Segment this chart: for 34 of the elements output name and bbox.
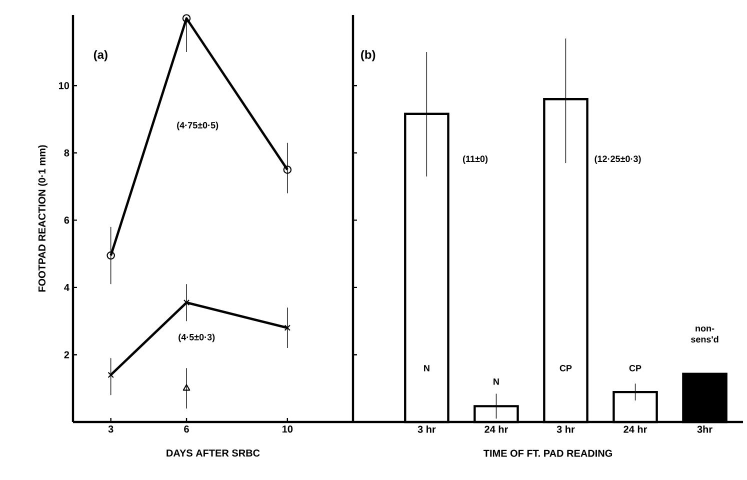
x-tick-label: 3hr — [697, 426, 712, 433]
y-tick-label: 10 — [58, 82, 70, 90]
point — [284, 324, 291, 331]
y-tick-label: 8 — [64, 149, 70, 156]
point — [283, 166, 292, 174]
y-tick-label: 2 — [64, 351, 70, 358]
y-axis-title: FOOTPAD REACTION (0·1 mm) — [38, 145, 48, 292]
x-tick-label: 10 — [282, 426, 293, 433]
text: (a) — [94, 50, 108, 62]
x-axis-title: TIME OF FT. PAD READING — [483, 450, 612, 457]
y-tick-label: 6 — [64, 216, 70, 224]
annotation: (12·25±0·3) — [594, 155, 641, 164]
x-tick-label: 3 — [108, 426, 114, 433]
x-tick-label: 24 hr — [484, 426, 508, 433]
annotation: (11±0) — [462, 155, 488, 164]
point — [106, 251, 115, 260]
annotation: (4·5±0·3) — [178, 334, 215, 342]
x-tick-label: 3 hr — [418, 426, 436, 433]
point — [183, 299, 190, 306]
annotation: CP — [560, 364, 572, 372]
point — [182, 14, 191, 23]
annotation: N — [424, 365, 430, 372]
y-tick-label: 4 — [64, 284, 70, 291]
annotation: CP — [629, 364, 642, 372]
annotation: (4·75±0·5) — [177, 122, 218, 130]
point — [182, 384, 190, 391]
point — [108, 372, 114, 378]
text: (b) — [361, 50, 376, 62]
x-tick-label: 3 hr — [556, 426, 575, 433]
annotation: N — [494, 378, 499, 385]
annotation: non-sens'd — [691, 326, 718, 343]
x-tick-label: 6 — [184, 426, 189, 433]
x-tick-label: 24 hr — [624, 426, 648, 433]
x-axis-title: DAYS AFTER SRBC — [166, 449, 260, 457]
